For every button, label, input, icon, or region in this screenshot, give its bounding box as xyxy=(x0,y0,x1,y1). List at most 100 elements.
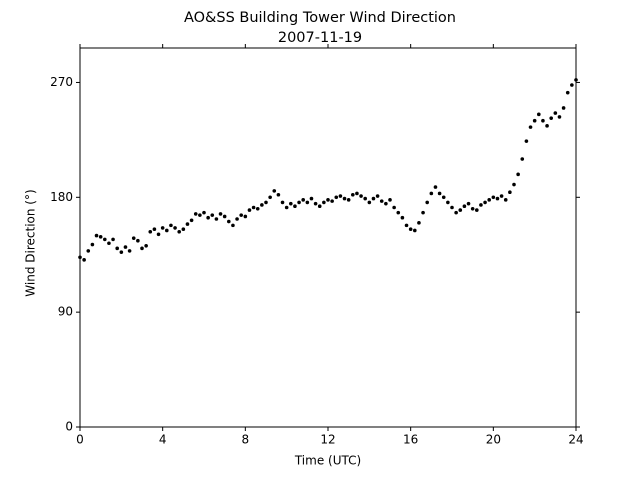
data-point xyxy=(462,204,467,209)
chart-title: AO&SS Building Tower Wind Direction xyxy=(184,10,456,26)
data-point xyxy=(231,223,235,228)
data-point xyxy=(289,201,293,206)
x-tick-label: 8 xyxy=(242,433,250,447)
data-point xyxy=(425,200,430,205)
data-point xyxy=(367,200,372,205)
data-point xyxy=(317,204,322,209)
data-point xyxy=(322,200,326,205)
data-point xyxy=(429,191,434,196)
data-point xyxy=(123,245,128,249)
data-point xyxy=(351,192,355,197)
data-point xyxy=(400,215,405,220)
data-point xyxy=(115,246,119,251)
data-point xyxy=(528,125,533,129)
data-point xyxy=(512,182,516,187)
data-point xyxy=(379,199,384,203)
y-tick-label: 0 xyxy=(65,420,73,434)
data-point xyxy=(227,219,231,224)
data-point xyxy=(359,194,363,198)
data-point xyxy=(268,195,272,200)
data-point xyxy=(264,200,268,205)
y-tick-label: 180 xyxy=(50,190,73,204)
y-tick-label: 90 xyxy=(58,305,73,319)
data-point xyxy=(479,203,483,207)
data-point xyxy=(475,208,479,212)
data-point xyxy=(111,237,115,242)
data-point xyxy=(305,200,310,205)
data-point xyxy=(458,208,463,212)
data-point xyxy=(392,205,396,210)
data-point xyxy=(495,196,500,201)
data-point xyxy=(342,196,347,201)
data-point xyxy=(243,214,248,219)
data-point xyxy=(565,90,570,95)
data-point xyxy=(470,206,475,211)
data-point xyxy=(86,249,91,253)
data-point xyxy=(260,203,264,207)
data-point xyxy=(90,242,95,247)
y-tick-label: 270 xyxy=(50,75,73,89)
data-point xyxy=(98,235,103,239)
data-point xyxy=(280,200,285,205)
data-point xyxy=(491,195,496,200)
data-point xyxy=(570,83,574,87)
data-point xyxy=(144,243,148,248)
x-tick-label: 16 xyxy=(403,433,418,447)
data-point xyxy=(251,205,256,210)
data-point xyxy=(156,232,161,237)
data-point xyxy=(404,223,409,228)
data-point xyxy=(508,190,512,194)
data-point xyxy=(206,215,210,220)
data-point xyxy=(408,227,413,232)
data-point xyxy=(210,213,215,217)
data-point xyxy=(181,227,186,232)
data-point xyxy=(553,111,558,115)
data-point xyxy=(503,198,508,202)
data-point xyxy=(384,201,388,206)
data-point xyxy=(450,205,454,210)
data-point xyxy=(313,201,318,206)
data-point xyxy=(152,227,157,232)
data-point xyxy=(103,237,107,242)
data-point xyxy=(185,222,190,226)
x-axis-label: Time (UTC) xyxy=(294,454,361,468)
data-point xyxy=(235,217,239,221)
x-tick-label: 20 xyxy=(486,433,501,447)
data-point xyxy=(454,210,458,215)
data-point xyxy=(541,118,545,123)
x-tick-label: 4 xyxy=(159,433,167,447)
data-point xyxy=(516,172,520,177)
data-point xyxy=(499,194,504,198)
data-point xyxy=(198,213,202,217)
x-tick-label: 12 xyxy=(320,433,335,447)
data-point xyxy=(222,214,227,219)
data-point xyxy=(396,210,401,215)
data-point xyxy=(338,194,343,198)
data-point xyxy=(193,212,198,216)
data-point xyxy=(524,139,529,143)
data-point xyxy=(189,218,194,223)
data-point xyxy=(177,229,181,234)
data-point xyxy=(441,195,446,200)
data-point xyxy=(371,196,376,201)
data-point xyxy=(140,246,144,251)
data-point xyxy=(148,229,153,234)
data-point xyxy=(272,189,277,193)
data-point xyxy=(483,200,487,205)
data-point xyxy=(574,78,578,82)
data-point xyxy=(466,201,471,206)
data-point xyxy=(218,212,223,216)
data-point xyxy=(107,241,111,246)
data-point xyxy=(276,192,281,197)
data-point xyxy=(446,200,450,205)
data-point xyxy=(165,228,169,233)
data-point xyxy=(375,194,380,198)
data-point xyxy=(561,106,566,110)
data-point xyxy=(363,196,368,201)
data-point xyxy=(421,210,425,215)
data-point xyxy=(433,185,438,189)
data-point xyxy=(78,255,82,260)
data-point xyxy=(487,198,492,202)
